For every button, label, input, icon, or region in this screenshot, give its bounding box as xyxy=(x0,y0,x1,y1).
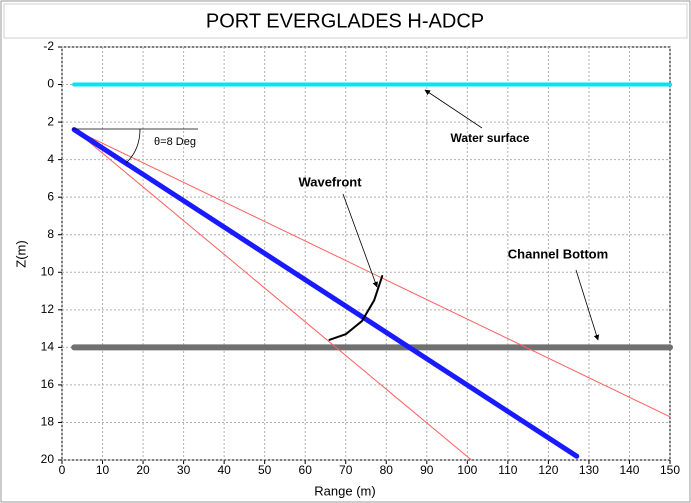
x-tick-label: 130 xyxy=(579,463,599,477)
x-tick-label: 100 xyxy=(457,463,477,477)
y-axis-label: Z(m) xyxy=(13,240,28,267)
x-tick-label: 10 xyxy=(96,463,110,477)
x-tick-label: 150 xyxy=(660,463,680,477)
annotation-arrow xyxy=(342,193,378,288)
y-tick-label: 6 xyxy=(47,189,54,203)
x-tick-label: 120 xyxy=(538,463,558,477)
annotation: Channel Bottom xyxy=(508,246,608,261)
y-tick-label: 20 xyxy=(41,452,55,466)
y-tick-label: 0 xyxy=(47,77,54,91)
x-axis-label: Range (m) xyxy=(314,483,375,498)
annotation: Water surface xyxy=(451,131,530,145)
angle-arc xyxy=(125,128,141,164)
x-tick-label: 140 xyxy=(619,463,639,477)
title-box xyxy=(3,3,688,39)
series-line xyxy=(328,275,384,341)
y-tick-label: -2 xyxy=(43,39,54,53)
x-tick-label: 50 xyxy=(258,463,272,477)
x-tick-label: 80 xyxy=(380,463,394,477)
x-tick-label: 60 xyxy=(299,463,313,477)
x-tick-label: 110 xyxy=(498,463,517,477)
y-tick-label: 18 xyxy=(41,415,55,429)
chart-title: PORT EVERGLADES H-ADCP xyxy=(206,10,484,32)
x-tick-label: 30 xyxy=(177,463,191,477)
annotation: θ=8 Deg xyxy=(154,136,196,148)
y-tick-label: 2 xyxy=(47,114,54,128)
y-tick-label: 16 xyxy=(41,377,55,391)
x-tick-label: 40 xyxy=(217,463,231,477)
series-line xyxy=(71,127,580,459)
x-tick-label: 0 xyxy=(59,463,66,477)
y-tick-label: 8 xyxy=(47,227,54,241)
y-tick-label: 10 xyxy=(41,264,55,278)
annotation: Wavefront xyxy=(298,174,362,189)
x-tick-label: 20 xyxy=(136,463,150,477)
series-line xyxy=(73,129,472,461)
y-tick-label: 14 xyxy=(41,340,55,354)
x-tick-label: 70 xyxy=(339,463,353,477)
annotation-arrow xyxy=(575,269,600,341)
y-tick-label: 12 xyxy=(41,302,55,316)
y-tick-label: 4 xyxy=(47,152,54,166)
annotation-arrow xyxy=(424,89,483,129)
x-tick-label: 90 xyxy=(420,463,434,477)
